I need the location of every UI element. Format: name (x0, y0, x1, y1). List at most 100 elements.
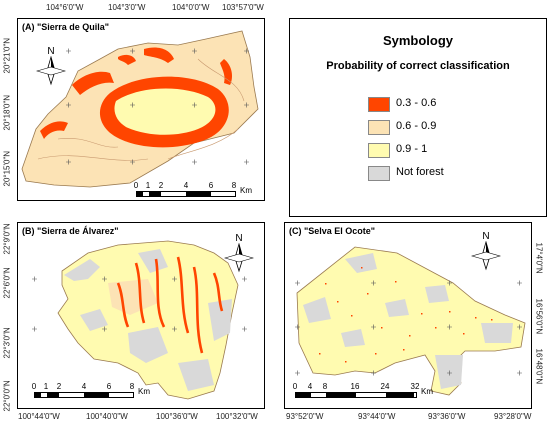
panel-c-scale-bar: 0 4 8 16 24 32 Km (292, 382, 433, 400)
low-probability-specks (319, 267, 493, 363)
panel-a-scale-label: 0 (133, 181, 139, 190)
panel-b-north-arrow: N (224, 233, 254, 273)
panel-b-title: (B) "Sierra de Álvarez" (22, 226, 119, 236)
panel-b-map: (B) "Sierra de Álvarez" N 0 1 2 (17, 222, 265, 409)
panel-a-left-tick-3: 20°15'0"N (2, 150, 12, 187)
panel-a-title: (A) "Sierra de Quila" (22, 22, 110, 32)
panel-a-scale-label: 2 (158, 181, 164, 190)
north-arrow-icon (471, 241, 501, 271)
panel-b-bottom-tick-1: 100°44'0"W (18, 412, 60, 421)
panel-b-scale-label: 1 (43, 382, 49, 391)
low-probability-fragments-2 (144, 47, 174, 63)
not-forest-patch-5 (385, 299, 409, 317)
panel-c-map: (C) "Selva El Ocote" N (284, 222, 532, 409)
north-arrow-icon (36, 56, 66, 86)
panel-b-left-tick-3: 22°3'0"N (2, 327, 12, 359)
low-probability-fragments-4 (40, 121, 68, 139)
panel-c-right-tick-3: 16°48'0"N (534, 348, 544, 385)
low-probability-fragments-1 (72, 71, 114, 95)
panel-c-scale-label: 8 (322, 382, 328, 391)
legend-title: Symbology (382, 33, 454, 48)
panel-a-grid-crosses (66, 48, 249, 165)
legend-item-label: Not forest (396, 166, 444, 178)
panel-a-top-tick-3: 104°0'0"W (172, 3, 210, 12)
panel-b-bottom-tick-3: 100°36'0"W (156, 412, 198, 421)
panel-c-bottom-tick-2: 93°44'0"W (358, 412, 396, 421)
core-high-probability (107, 83, 223, 141)
panel-b-map-graphic (32, 240, 247, 400)
not-forest-patch-3 (435, 355, 463, 389)
legend-subtitle: Probability of correct classification (326, 60, 510, 72)
legend-box: Symbology Probability of correct classif… (289, 18, 547, 217)
panel-c-scale-label: 16 (350, 382, 360, 391)
panel-a-map: (A) "Sierra de Quila" N 0 (17, 18, 265, 201)
low-probability-fragments-3 (220, 59, 232, 85)
low-probability-stripes (116, 256, 224, 354)
panel-b-scale-bar: 0 1 2 4 6 8 Km (31, 382, 150, 400)
panel-c-scale-label: 4 (307, 382, 313, 391)
low-probability-fragments-5 (118, 54, 136, 65)
panel-b-scale-unit: Km (138, 387, 150, 396)
contour-lines (37, 58, 245, 161)
not-forest-patch-4 (481, 323, 513, 343)
panel-b-left-tick-1: 22°9'0"N (2, 223, 12, 255)
legend-item-label: 0.9 - 1 (396, 143, 428, 155)
legend-item-label: 0.6 - 0.9 (396, 120, 437, 132)
not-forest-patch-6 (425, 285, 449, 303)
panel-a-scale-bar: 0 1 2 4 6 8 Km (133, 181, 252, 199)
panel-b-scale-label: 8 (129, 382, 135, 391)
legend-swatch (368, 120, 390, 135)
not-forest-patch-2 (303, 297, 331, 323)
not-forest-patch-6 (80, 309, 108, 331)
panel-c-grid-crosses (295, 280, 522, 376)
panel-c-title: (C) "Selva El Ocote" (289, 226, 376, 236)
panel-b-scale-label: 6 (106, 382, 112, 391)
sierra-de-alvarez-region (57, 240, 239, 400)
legend-swatch (368, 143, 390, 158)
panel-c-bottom-tick-3: 93°36'0"W (428, 412, 466, 421)
panel-a-map-graphic (21, 30, 259, 188)
panel-a-left-tick-1: 20°21'0"N (2, 37, 12, 74)
not-forest-patch-2 (138, 249, 168, 273)
panel-a-north-arrow: N (36, 46, 66, 86)
legend-swatch (368, 166, 390, 181)
panel-c-right-tick-1: 17°4'0"N (534, 242, 544, 274)
panel-a-top-tick-2: 104°3'0"W (108, 3, 146, 12)
north-arrow-icon (224, 243, 254, 273)
panel-b-scale-label: 2 (56, 382, 62, 391)
panel-b-bottom-tick-4: 100°32'0"W (216, 412, 258, 421)
panel-b-bottom-tick-2: 100°40'0"W (86, 412, 128, 421)
panel-b-scale-label: 0 (31, 382, 37, 391)
panel-a-scale-label: 4 (183, 181, 189, 190)
panel-c-map-graphic (295, 246, 526, 396)
panel-a-scale-label: 6 (208, 181, 214, 190)
panel-a-top-tick-4: 103°57'0"W (222, 3, 264, 12)
panel-c-scale-unit: Km (421, 387, 433, 396)
panel-b-grid-crosses (32, 276, 247, 332)
panel-a-top-tick-1: 104°6'0"W (46, 3, 84, 12)
panel-a-scale-label: 8 (231, 181, 237, 190)
not-forest-patch-1 (64, 259, 100, 281)
low-probability-ring (99, 76, 229, 148)
panel-a-left-tick-2: 20°18'0"N (2, 94, 12, 131)
not-forest-patch-3 (208, 299, 232, 341)
panel-b-left-tick-2: 22°6'0"N (2, 267, 12, 299)
panel-c-right-tick-2: 16°56'0"N (534, 298, 544, 335)
not-forest-patch-5 (178, 359, 214, 391)
panel-b-left-tick-4: 22°0'0"N (2, 380, 12, 412)
panel-c-scale-label: 32 (410, 382, 420, 391)
panel-c-north-arrow: N (471, 231, 501, 271)
panel-b-scale-label: 4 (81, 382, 87, 391)
legend-item-label: 0.3 - 0.6 (396, 97, 437, 109)
panel-c-north-label: N (482, 231, 490, 242)
panel-c-scale-label: 24 (380, 382, 390, 391)
not-forest-patch-7 (341, 329, 365, 347)
panel-a-scale-unit: Km (240, 186, 252, 195)
panel-c-bottom-tick-4: 93°28'0"W (494, 412, 532, 421)
legend-swatch (368, 97, 390, 112)
not-forest-patch-1 (345, 253, 377, 273)
panel-c-scale-label: 0 (292, 382, 298, 391)
panel-c-bottom-tick-1: 93°52'0"W (286, 412, 324, 421)
not-forest-patch-4 (128, 327, 168, 363)
panel-a-scale-label: 1 (145, 181, 151, 190)
